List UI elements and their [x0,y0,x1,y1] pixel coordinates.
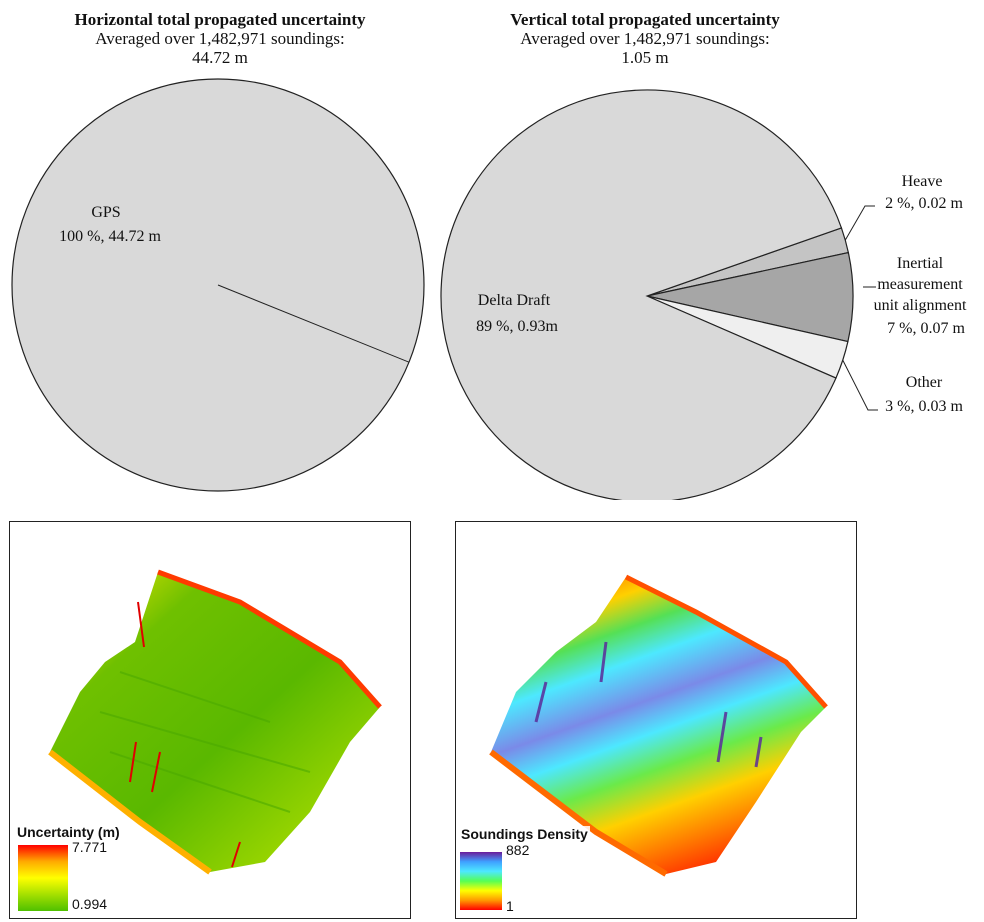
density-legend-max: 882 [506,842,530,858]
pie-charts: GPS 100 %, 44.72 m Delta Draft 89 %, 0.93m H… [11,78,967,500]
pie-label-gps-name: GPS [91,204,120,221]
uncertainty-survey-area [50,572,380,872]
vertical-chart-subtitle: Averaged over 1,482,971 soundings: [520,29,770,48]
vertical-chart-title: Vertical total propagated uncertainty [510,10,780,29]
vertical-chart-title-block: Vertical total propagated uncertainty Av… [420,10,870,67]
pie-label-other-value: 3 %, 0.03 m [885,398,963,415]
uncertainty-legend-min: 0.994 [72,896,108,912]
pie-slice-delta-draft [440,89,843,500]
density-survey-area [491,577,826,874]
uncertainty-map-panel: Uncertainty (m) 7.771 0.994 [9,521,411,919]
pie-label-imu-value: 7 %, 0.07 m [887,320,965,337]
pie-label-imu-name-line-3: unit alignment [874,297,967,314]
uncertainty-legend-title: Uncertainty (m) [15,824,122,840]
horizontal-chart-title-block: Horizontal total propagated uncertainty … [0,10,440,67]
uncertainty-legend-colorbar [18,845,68,911]
density-map [489,574,828,877]
other-leader-line [842,359,878,411]
pie-label-gps-value: 100 %, 44.72 m [59,228,161,245]
horizontal-chart-average: 44.72 m [192,48,248,67]
uncertainty-legend-max: 7.771 [72,839,108,855]
pie-label-heave-value: 2 %, 0.02 m [885,195,963,212]
pie-label-heave-name: Heave [902,173,943,190]
horizontal-chart-subtitle: Averaged over 1,482,971 soundings: [95,29,345,48]
horizontal-chart-title: Horizontal total propagated uncertainty [74,10,366,29]
vertical-chart-average: 1.05 m [621,48,669,67]
pie-label-imu-name-line-2: measurement [877,276,963,293]
density-map-panel: Soundings Density 882 1 [455,521,857,919]
heave-leader-line [844,205,875,241]
density-legend-min: 1 [506,898,514,914]
uncertainty-map [48,569,382,875]
pie-label-delta-draft-name: Delta Draft [478,292,551,309]
pie-seam-line [217,284,410,363]
density-legend-colorbar [460,852,502,910]
pie-label-other-name: Other [906,374,943,391]
density-legend-title: Soundings Density [459,826,590,842]
pie-label-imu-name-line-1: Inertial [897,255,944,272]
pie-label-delta-draft-value: 89 %, 0.93m [476,318,558,335]
